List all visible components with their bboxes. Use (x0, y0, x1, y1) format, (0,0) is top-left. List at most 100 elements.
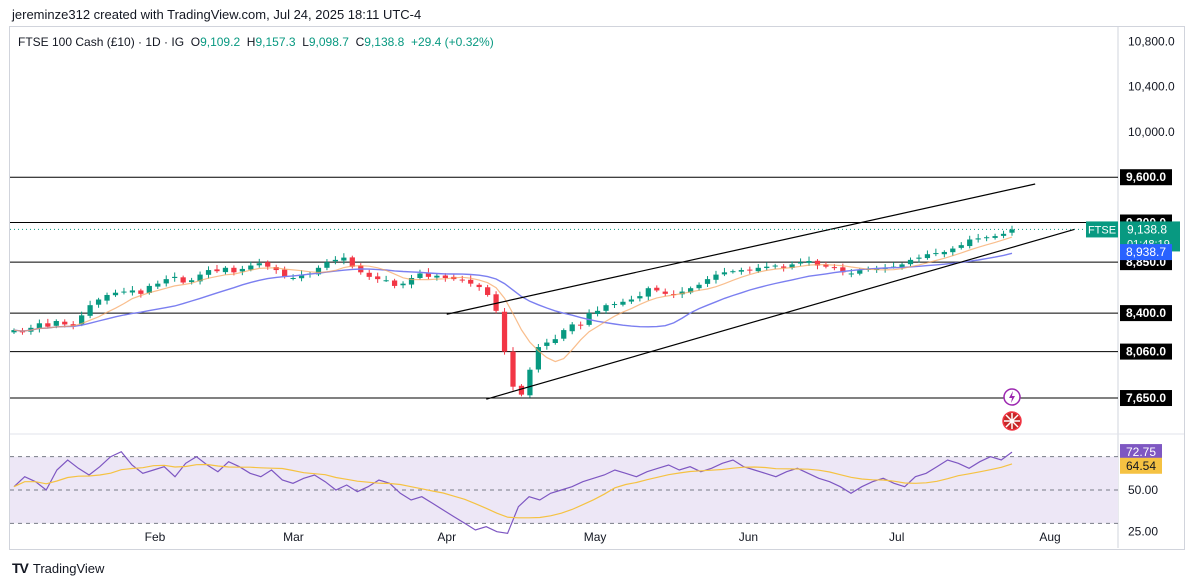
candle-body (544, 342, 550, 346)
candle-body (603, 305, 609, 311)
candle-body (400, 283, 406, 286)
candle-body (992, 236, 998, 238)
moving-average-blue (13, 252, 1013, 332)
candle-body (654, 287, 660, 291)
last-price-value: 9,138.8 (1127, 222, 1167, 236)
candle-body (468, 279, 474, 284)
level-tag-label: 8,400.0 (1126, 306, 1166, 320)
candle-body (848, 273, 854, 275)
candle-body (87, 305, 93, 316)
candle-body (950, 248, 956, 253)
candle-body (62, 321, 68, 325)
level-tag-label: 9,600.0 (1126, 170, 1166, 184)
candle-body (366, 272, 372, 277)
candle-body (814, 260, 821, 266)
candle-body (797, 262, 804, 264)
candle-body (231, 267, 237, 273)
open-label: O (190, 35, 201, 49)
candle-body (214, 269, 220, 272)
candle-body (1009, 229, 1015, 233)
x-axis-label: Jun (739, 530, 758, 544)
y-axis-tick: 10,000.0 (1128, 125, 1175, 139)
candle-body (569, 324, 575, 332)
candle-body (256, 263, 262, 266)
candle-body (188, 280, 195, 283)
candle-body (53, 321, 59, 326)
candle-body (755, 267, 761, 272)
candle-body (11, 330, 17, 333)
trend-channel-upper (446, 183, 1036, 315)
candle-body (975, 238, 981, 240)
ma-value-tag (1120, 244, 1172, 261)
candle-body (197, 274, 203, 282)
chart-frame (9, 26, 1185, 550)
candle-body (645, 288, 651, 297)
candle-body (687, 288, 694, 293)
candle-body (265, 262, 271, 267)
candle-body (375, 276, 381, 280)
candle-body (341, 257, 347, 261)
candle-body (637, 296, 643, 299)
candle-body (163, 279, 169, 284)
candle-body (290, 277, 296, 279)
candle-body (282, 269, 288, 277)
candle-body (1000, 233, 1007, 236)
candle-body (104, 294, 110, 301)
candle-body (967, 239, 973, 247)
uk-flag-cross-icon (1004, 413, 1020, 429)
candle-body (721, 272, 728, 275)
y-axis-tick: 10,800.0 (1128, 34, 1175, 48)
level-tag (1120, 343, 1172, 360)
rsi-ma-tag (1120, 457, 1162, 474)
change-value: +29.4 (+0.32%) (410, 35, 494, 49)
rsi-value-label: 72.75 (1126, 445, 1156, 459)
ma-value-label: 8,938.7 (1126, 245, 1166, 259)
candle-body (958, 245, 964, 248)
candle-body (840, 267, 846, 273)
candle-body (112, 292, 119, 296)
candle-body (713, 274, 719, 280)
candle-body (45, 323, 51, 327)
tradingview-footer[interactable]: TV TradingView (12, 560, 104, 576)
candle-body (95, 299, 102, 305)
candle-body (620, 301, 626, 305)
rsi-axis-tick: 50.00 (1128, 483, 1158, 497)
candle-body (459, 279, 465, 281)
candle-body (172, 276, 178, 278)
symbol-line[interactable]: FTSE 100 Cash (£10) · 1D · IG (18, 35, 185, 49)
candle-body (662, 291, 668, 294)
attribution: jereminze312 created with TradingView.co… (12, 7, 422, 22)
candle-body (941, 251, 947, 255)
close-value: 9,138.8 (364, 35, 405, 49)
x-axis-label: Jul (889, 530, 904, 544)
candle-body (434, 275, 440, 278)
y-axis-tick: 10,400.0 (1128, 80, 1175, 94)
level-tag (1120, 169, 1172, 186)
candle-body (442, 275, 448, 278)
candle-body (138, 290, 144, 294)
candle-body (332, 259, 339, 262)
candle-body (907, 259, 914, 265)
candle-body (764, 266, 770, 269)
candle-body (899, 264, 905, 268)
candle-body (781, 266, 787, 268)
candle-body (180, 277, 186, 283)
low-value: 9,098.7 (308, 35, 349, 49)
candle-body (417, 273, 423, 278)
candle-body (222, 267, 229, 273)
candle-body (79, 315, 85, 325)
level-tag (1120, 305, 1172, 322)
candle-body (391, 280, 398, 286)
x-axis-label: Aug (1039, 530, 1060, 544)
candle-body (527, 369, 533, 396)
candle-body (315, 267, 322, 275)
rsi-line (13, 450, 1013, 534)
high-label: H (246, 35, 256, 49)
candle-body (493, 294, 499, 311)
candle-body (121, 291, 127, 293)
candle-body (738, 270, 744, 272)
candle-body (510, 351, 516, 387)
candle-body (984, 237, 990, 239)
candle-body (772, 265, 778, 267)
